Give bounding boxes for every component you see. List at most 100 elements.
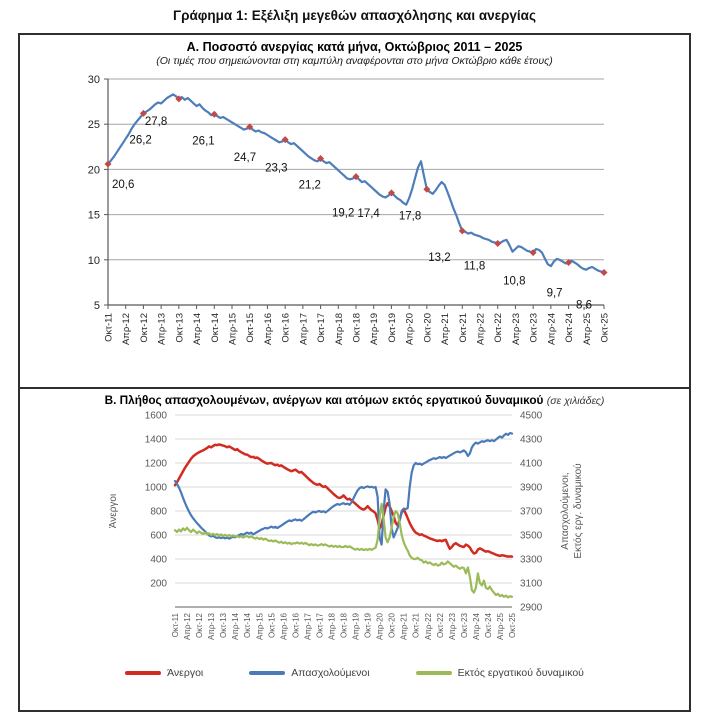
panel-b-unit-note: (σε χιλιάδες) <box>546 395 605 407</box>
october-marker <box>458 227 466 235</box>
october-marker <box>565 259 573 267</box>
unemployment-rate-chart: 5 10 15 20 25 30 Οκτ-11 Απρ-12 Οκτ-12 Απρ-13 Οκτ-1… <box>88 74 611 345</box>
october-marker <box>139 109 147 117</box>
october-marker <box>281 136 289 144</box>
x-tick-label: Απρ-25 <box>582 313 593 345</box>
x-tick-label: Απρ-24 <box>472 612 481 640</box>
x-tick-label: Οκτ-21 <box>412 612 421 637</box>
right-y-tick-label: 3300 <box>520 555 543 566</box>
right-y-tick-label: 4100 <box>520 459 543 470</box>
panel-b: Β. Πλήθος απασχολουμένων, ανέργων και ατ… <box>20 387 689 713</box>
october-marker <box>175 95 183 103</box>
october-data-label: 26,2 <box>129 134 151 146</box>
x-tick-label: Απρ-13 <box>207 612 216 640</box>
left-y-tick-label: 1200 <box>145 459 168 470</box>
legend-swatch-employed <box>249 671 286 675</box>
legend-label-unemployed: Άνεργοι <box>167 667 204 679</box>
y-tick-label: 25 <box>88 119 100 131</box>
october-data-label: 17,4 <box>357 208 380 220</box>
x-tick-label: Οκτ-11 <box>171 612 180 637</box>
x-tick-label: Απρ-17 <box>298 313 309 345</box>
x-tick-label: Οκτ-19 <box>364 612 373 637</box>
october-marker <box>246 123 254 131</box>
october-data-label: 23,3 <box>265 163 287 175</box>
x-tick-label: Απρ-23 <box>448 612 457 640</box>
x-tick-label: Απρ-20 <box>376 612 385 640</box>
x-tick-label: Οκτ-24 <box>484 612 493 637</box>
x-tick-label: Απρ-25 <box>496 612 505 640</box>
x-tick-label: Απρ-19 <box>352 612 361 640</box>
x-tick-label: Οκτ-25 <box>508 612 517 637</box>
legend-label-employed: Απασχολούμενοι <box>291 667 370 679</box>
right-y-tick-label: 3100 <box>520 579 543 590</box>
left-y-tick-label: 1000 <box>145 483 168 494</box>
right-y-tick-label: 3900 <box>520 483 543 494</box>
x-tick-label: Οκτ-22 <box>436 612 445 637</box>
x-tick-label: Οκτ-12 <box>139 313 150 343</box>
legend-label-outside-lf: Εκτός εργατικού δυναμικού <box>457 667 584 679</box>
x-tick-label: Απρ-17 <box>303 612 312 640</box>
left-y-tick-label: 200 <box>150 579 167 590</box>
x-tick-label: Οκτ-17 <box>315 612 324 637</box>
x-tick-label: Απρ-23 <box>511 313 522 345</box>
x-tick-label: Οκτ-14 <box>210 313 221 343</box>
x-tick-label: Απρ-21 <box>440 313 451 345</box>
y-tick-label: 20 <box>88 164 100 176</box>
right-y-tick-label: 3500 <box>520 531 543 542</box>
x-tick-label: Απρ-19 <box>369 313 380 345</box>
right-axis-title-line1: Απασχολούμενοι, <box>559 472 571 549</box>
y-tick-label: 15 <box>88 210 100 222</box>
left-axis-title: Άνεργοι <box>108 494 119 528</box>
x-tick-label: Απρ-21 <box>400 612 409 640</box>
y-tick-label: 10 <box>88 255 100 267</box>
x-tick-label: Οκτ-19 <box>387 313 398 343</box>
october-marker <box>387 189 395 197</box>
panel-b-title-text: Β. Πλήθος απασχολουμένων, ανέργων και ατ… <box>104 393 544 407</box>
x-tick-label: Οκτ-24 <box>564 313 575 343</box>
x-tick-label: Οκτ-13 <box>174 313 185 343</box>
series-unemployment-rate <box>106 93 606 274</box>
x-tick-label: Οκτ-14 <box>243 612 252 637</box>
x-tick-label: Οκτ-11 <box>104 313 115 342</box>
left-y-tick-label: 400 <box>150 555 167 566</box>
x-tick-label: Οκτ-20 <box>388 612 397 637</box>
left-y-tick-label: 1600 <box>145 411 168 422</box>
october-data-label: 19,2 <box>332 208 354 220</box>
x-tick-label: Απρ-22 <box>476 313 487 345</box>
october-marker <box>104 160 112 168</box>
x-tick-label: Απρ-13 <box>157 313 168 345</box>
october-marker <box>423 185 431 193</box>
x-tick-label: Οκτ-23 <box>529 313 540 343</box>
y-tick-label: 5 <box>94 300 100 312</box>
x-tick-label: Απρ-15 <box>228 313 239 345</box>
series-0 <box>173 443 514 558</box>
series-2 <box>173 502 514 599</box>
x-tick-label: Οκτ-12 <box>195 612 204 637</box>
x-tick-label: Απρ-24 <box>546 313 557 345</box>
october-data-label: 27,8 <box>145 116 167 128</box>
legend-swatch-outside-lf <box>415 671 452 675</box>
october-marker <box>600 268 608 276</box>
figure-box: Α. Ποσοστό ανεργίας κατά μήνα, Οκτώβριος… <box>18 33 691 712</box>
right-y-tick-label: 2900 <box>520 603 543 614</box>
october-marker <box>210 110 218 118</box>
x-tick-label: Απρ-12 <box>183 612 192 640</box>
x-tick-label: Απρ-12 <box>121 313 132 345</box>
october-data-label: 9,7 <box>547 288 563 300</box>
october-data-label: 24,7 <box>234 152 256 164</box>
x-tick-label: Απρ-14 <box>192 313 203 345</box>
right-y-tick-label: 4300 <box>520 435 543 446</box>
x-tick-label: Οκτ-25 <box>600 313 611 343</box>
x-tick-label: Απρ-22 <box>424 612 433 640</box>
x-tick-label: Απρ-16 <box>279 612 288 640</box>
october-data-label: 8,6 <box>576 299 592 311</box>
legend-swatch-unemployed <box>125 671 162 675</box>
october-data-label: 13,2 <box>428 252 450 264</box>
x-tick-label: Οκτ-17 <box>316 313 327 343</box>
y-tick-label: 30 <box>88 74 100 86</box>
x-tick-label: Απρ-18 <box>334 313 345 345</box>
legend-item-unemployed: Άνεργοι <box>125 667 203 679</box>
x-tick-label: Οκτ-15 <box>245 313 256 343</box>
left-y-tick-label: 1400 <box>145 435 168 446</box>
x-tick-label: Απρ-14 <box>231 612 240 640</box>
